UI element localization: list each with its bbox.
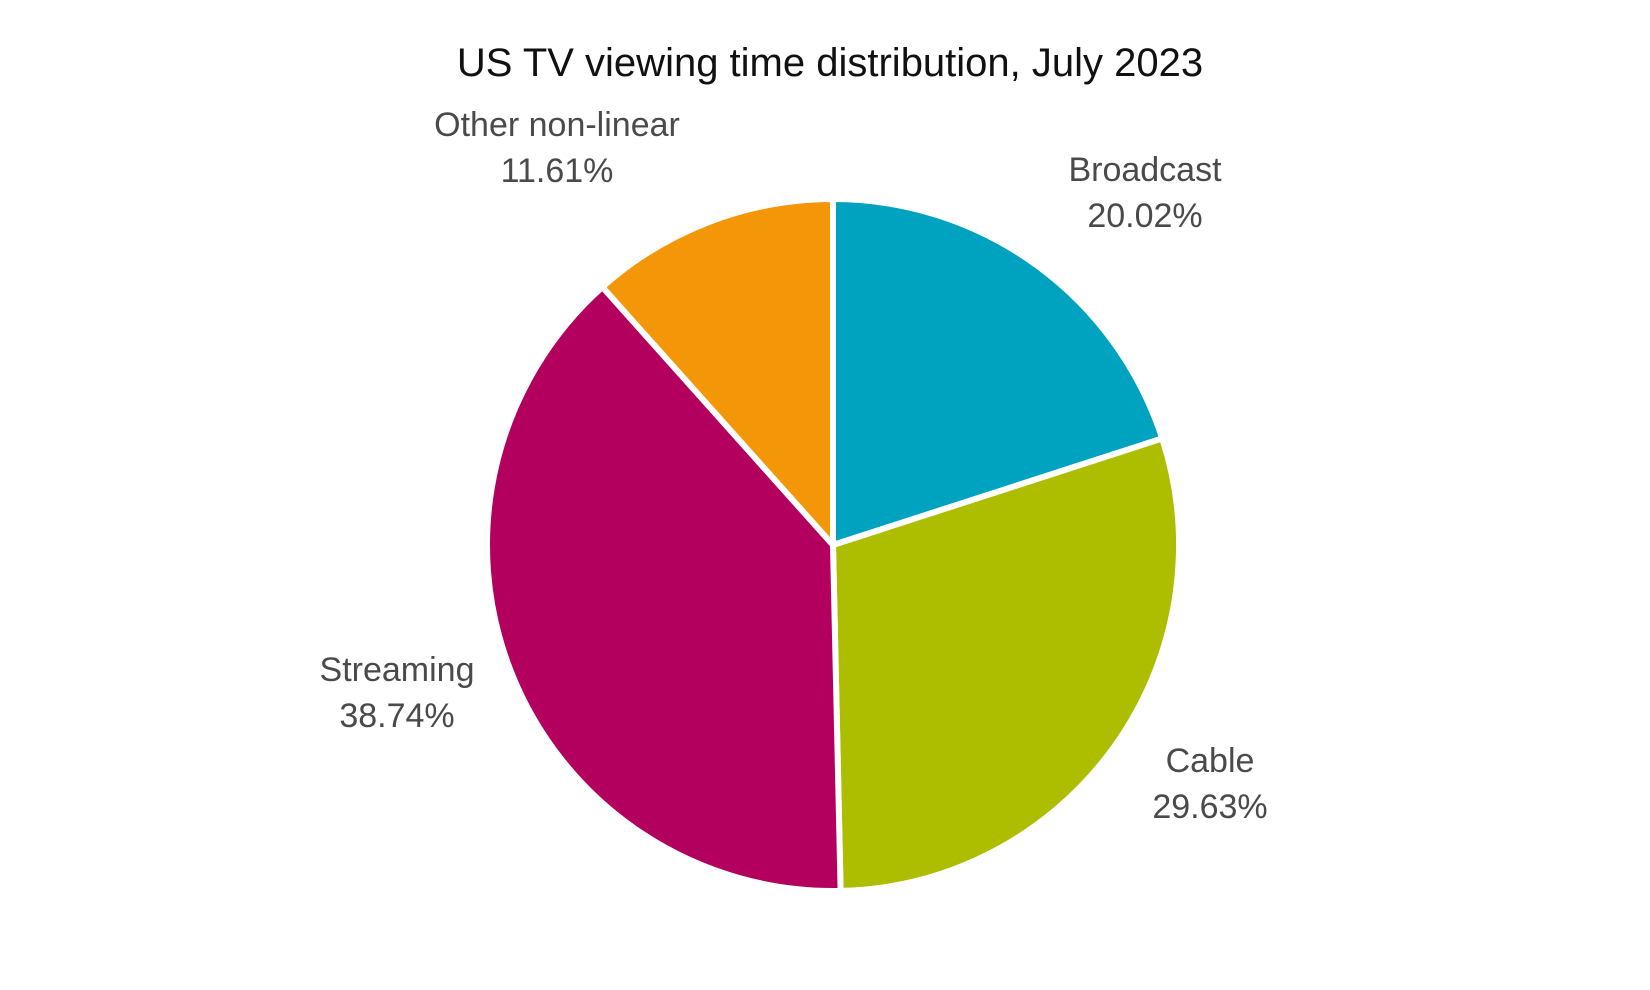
slice-label-other-non-linear: Other non-linear [434,106,680,144]
pie-labels: Broadcast 20.02% Cable 29.63% Streaming 38.74… [320,106,1268,826]
pie-slice-other-non-linear [599,196,836,548]
chart-title: US TV viewing time distribution, July 20… [457,41,1203,85]
slice-value-cable: 29.63% [1152,788,1267,826]
slice-value-broadcast: 20.02% [1087,197,1202,235]
pie-slice-streaming [483,284,844,894]
slice-label-cable: Cable [1166,742,1255,780]
slice-label-streaming: Streaming [320,651,475,689]
slice-value-streaming: 38.74% [339,697,454,735]
pie-slice-broadcast [830,196,1166,548]
slice-label-broadcast: Broadcast [1068,151,1222,189]
pie-slices [483,196,1183,894]
slice-value-other-non-linear: 11.61% [501,152,614,190]
pie-slice-cable [830,435,1183,894]
